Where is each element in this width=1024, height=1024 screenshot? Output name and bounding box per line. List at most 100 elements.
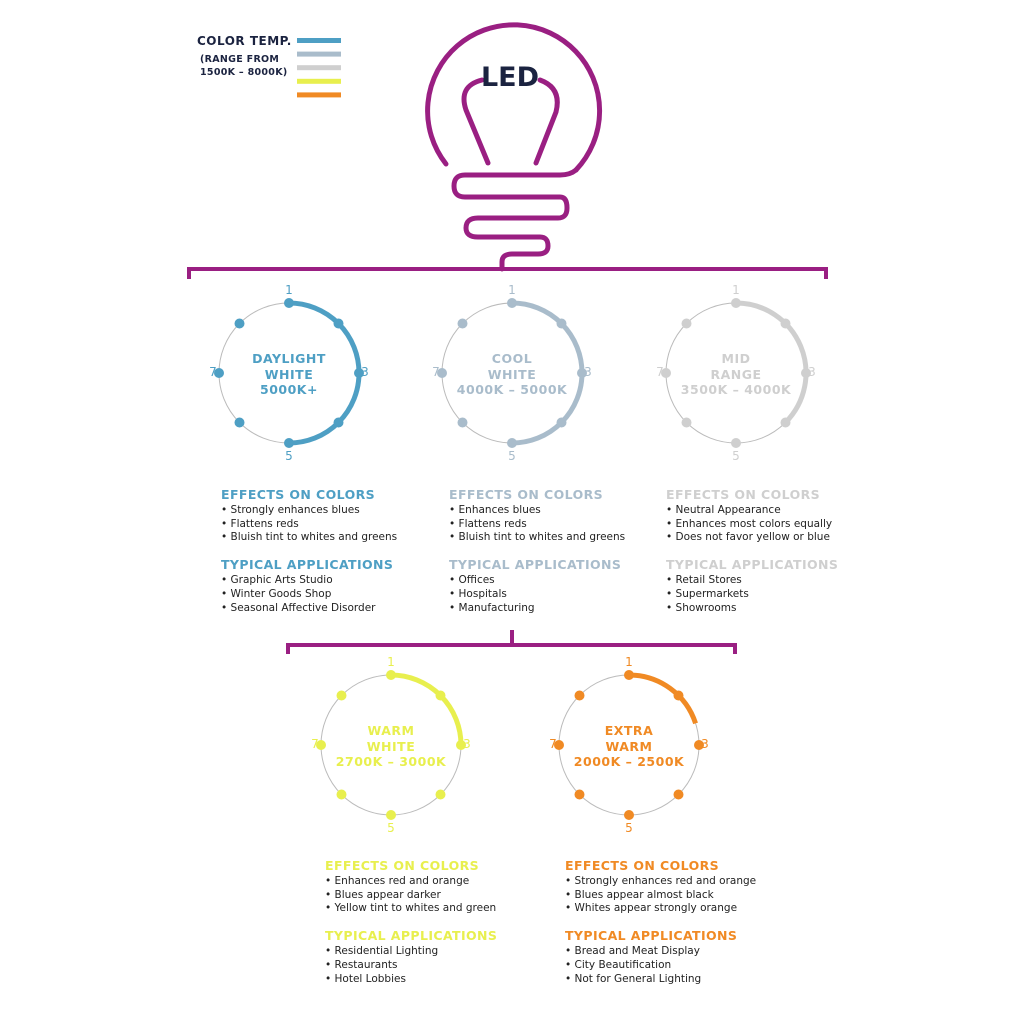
- list-item: Retail Stores: [666, 574, 896, 588]
- category-title-line: DAYLIGHT: [252, 351, 326, 366]
- dial-dot: [336, 789, 347, 800]
- dial-dot: [437, 368, 447, 378]
- dial-dot: [731, 438, 741, 448]
- applications-heading: TYPICAL APPLICATIONS: [325, 928, 498, 944]
- dial-number-1: 1: [625, 655, 633, 669]
- category-title: COOL WHITE 4000K – 5000K: [442, 351, 582, 398]
- list-item: City Beautification: [565, 959, 795, 973]
- effects-heading: EFFECTS ON COLORS: [325, 858, 480, 873]
- dial-dot: [435, 690, 446, 701]
- category-title-line: RANGE: [710, 366, 762, 382]
- effects-list: Enhances bluesFlattens redsBluish tint t…: [449, 504, 679, 545]
- category-title-line: WHITE: [487, 366, 537, 382]
- category-title: MID RANGE 3500K – 4000K: [666, 351, 806, 398]
- dial-number-5: 5: [625, 821, 633, 835]
- legend-subtitle-line1: (RANGE FROM: [200, 54, 280, 65]
- dial-dot: [386, 810, 396, 820]
- dial-number-3: 3: [584, 365, 592, 379]
- category-title-line: MID: [721, 351, 751, 366]
- applications-list: Graphic Arts StudioWinter Goods ShopSeas…: [221, 574, 451, 615]
- dial-daylight: [214, 298, 364, 448]
- dial-number-7: 7: [311, 737, 319, 751]
- dial-dot: [577, 368, 587, 378]
- list-item: Offices: [449, 574, 679, 588]
- legend-swatch: [297, 65, 341, 71]
- list-item: Enhances most colors equally: [666, 518, 896, 532]
- category-title-line: 2700K – 3000K: [335, 754, 447, 769]
- dial-number-3: 3: [361, 365, 369, 379]
- dial-dot: [234, 318, 245, 329]
- applications-list: Bread and Meat DisplayCity Beautificatio…: [565, 945, 795, 986]
- dial-dot: [694, 740, 704, 750]
- dial-dot: [214, 368, 224, 378]
- dial-mid: [661, 298, 811, 448]
- list-item: Supermarkets: [666, 588, 896, 602]
- applications-heading: TYPICAL APPLICATIONS: [666, 557, 839, 573]
- category-title-line: WARM: [605, 738, 653, 754]
- effects-list: Strongly enhances bluesFlattens redsBlui…: [221, 504, 451, 545]
- category-details-warm: EFFECTS ON COLORS Enhances red and orange…: [325, 858, 555, 998]
- list-item: Restaurants: [325, 959, 555, 973]
- dial-dot: [333, 417, 344, 428]
- list-item: Winter Goods Shop: [221, 588, 451, 602]
- effects-heading: EFFECTS ON COLORS: [666, 487, 821, 502]
- category-title-line: EXTRA: [604, 723, 654, 738]
- dial-number-5: 5: [508, 449, 516, 463]
- dial-dot: [661, 368, 671, 378]
- effects-list: Neutral AppearanceEnhances most colors e…: [666, 504, 896, 545]
- applications-heading: TYPICAL APPLICATIONS: [565, 928, 738, 944]
- legend-swatch: [297, 51, 341, 57]
- dial-number-7: 7: [209, 365, 217, 379]
- list-item: Blues appear darker: [325, 889, 555, 903]
- applications-heading: TYPICAL APPLICATIONS: [449, 557, 622, 573]
- category-title: EXTRA WARM 2000K – 2500K: [559, 723, 699, 770]
- dial-number-1: 1: [285, 283, 293, 297]
- legend-swatch: [297, 38, 341, 43]
- applications-list: Retail StoresSupermarketsShowrooms: [666, 574, 896, 615]
- category-title-line: COOL: [491, 351, 533, 366]
- legend-title: COLOR TEMP.: [197, 34, 292, 48]
- dial-number-3: 3: [701, 737, 709, 751]
- dial-number-7: 7: [549, 737, 557, 751]
- dial-arc: [628, 672, 698, 725]
- dial-cool: [437, 298, 587, 448]
- dial-number-5: 5: [285, 449, 293, 463]
- dial-dot: [435, 789, 446, 800]
- list-item: Bluish tint to whites and greens: [449, 531, 679, 545]
- dial-dot: [673, 690, 684, 701]
- effects-list: Enhances red and orangeBlues appear dark…: [325, 875, 555, 916]
- category-title-line: WHITE: [264, 366, 314, 382]
- list-item: Seasonal Affective Disorder: [221, 602, 451, 616]
- list-item: Bread and Meat Display: [565, 945, 795, 959]
- legend-subtitle: (RANGE FROM 1500K – 8000K): [200, 53, 288, 79]
- dial-number-1: 1: [508, 283, 516, 297]
- dial-dot: [386, 670, 396, 680]
- dial-dot: [556, 318, 567, 329]
- dial-dot: [554, 740, 564, 750]
- category-details-extra: EFFECTS ON COLORS Strongly enhances red a…: [565, 858, 795, 998]
- effects-heading: EFFECTS ON COLORS: [449, 487, 604, 502]
- list-item: Does not favor yellow or blue: [666, 531, 896, 545]
- list-item: Hospitals: [449, 588, 679, 602]
- applications-list: Residential LightingRestaurantsHotel Lob…: [325, 945, 555, 986]
- effects-heading: EFFECTS ON COLORS: [565, 858, 720, 873]
- dial-number-7: 7: [432, 365, 440, 379]
- dial-dot: [333, 318, 344, 329]
- dial-dot: [456, 740, 466, 750]
- dial-dot: [624, 810, 634, 820]
- dial-dot: [556, 417, 567, 428]
- dial-dot: [457, 417, 468, 428]
- lightbulb-icon: [425, 22, 603, 272]
- category-title-line: 4000K – 5000K: [456, 382, 568, 397]
- legend-swatch: [297, 92, 341, 98]
- dial-dot: [673, 789, 684, 800]
- list-item: Manufacturing: [449, 602, 679, 616]
- legend-subtitle-line2: 1500K – 8000K): [200, 67, 288, 78]
- bottom-bracket: [286, 643, 737, 654]
- effects-heading: EFFECTS ON COLORS: [221, 487, 376, 502]
- dial-number-1: 1: [387, 655, 395, 669]
- list-item: Blues appear almost black: [565, 889, 795, 903]
- legend-swatch: [297, 78, 341, 84]
